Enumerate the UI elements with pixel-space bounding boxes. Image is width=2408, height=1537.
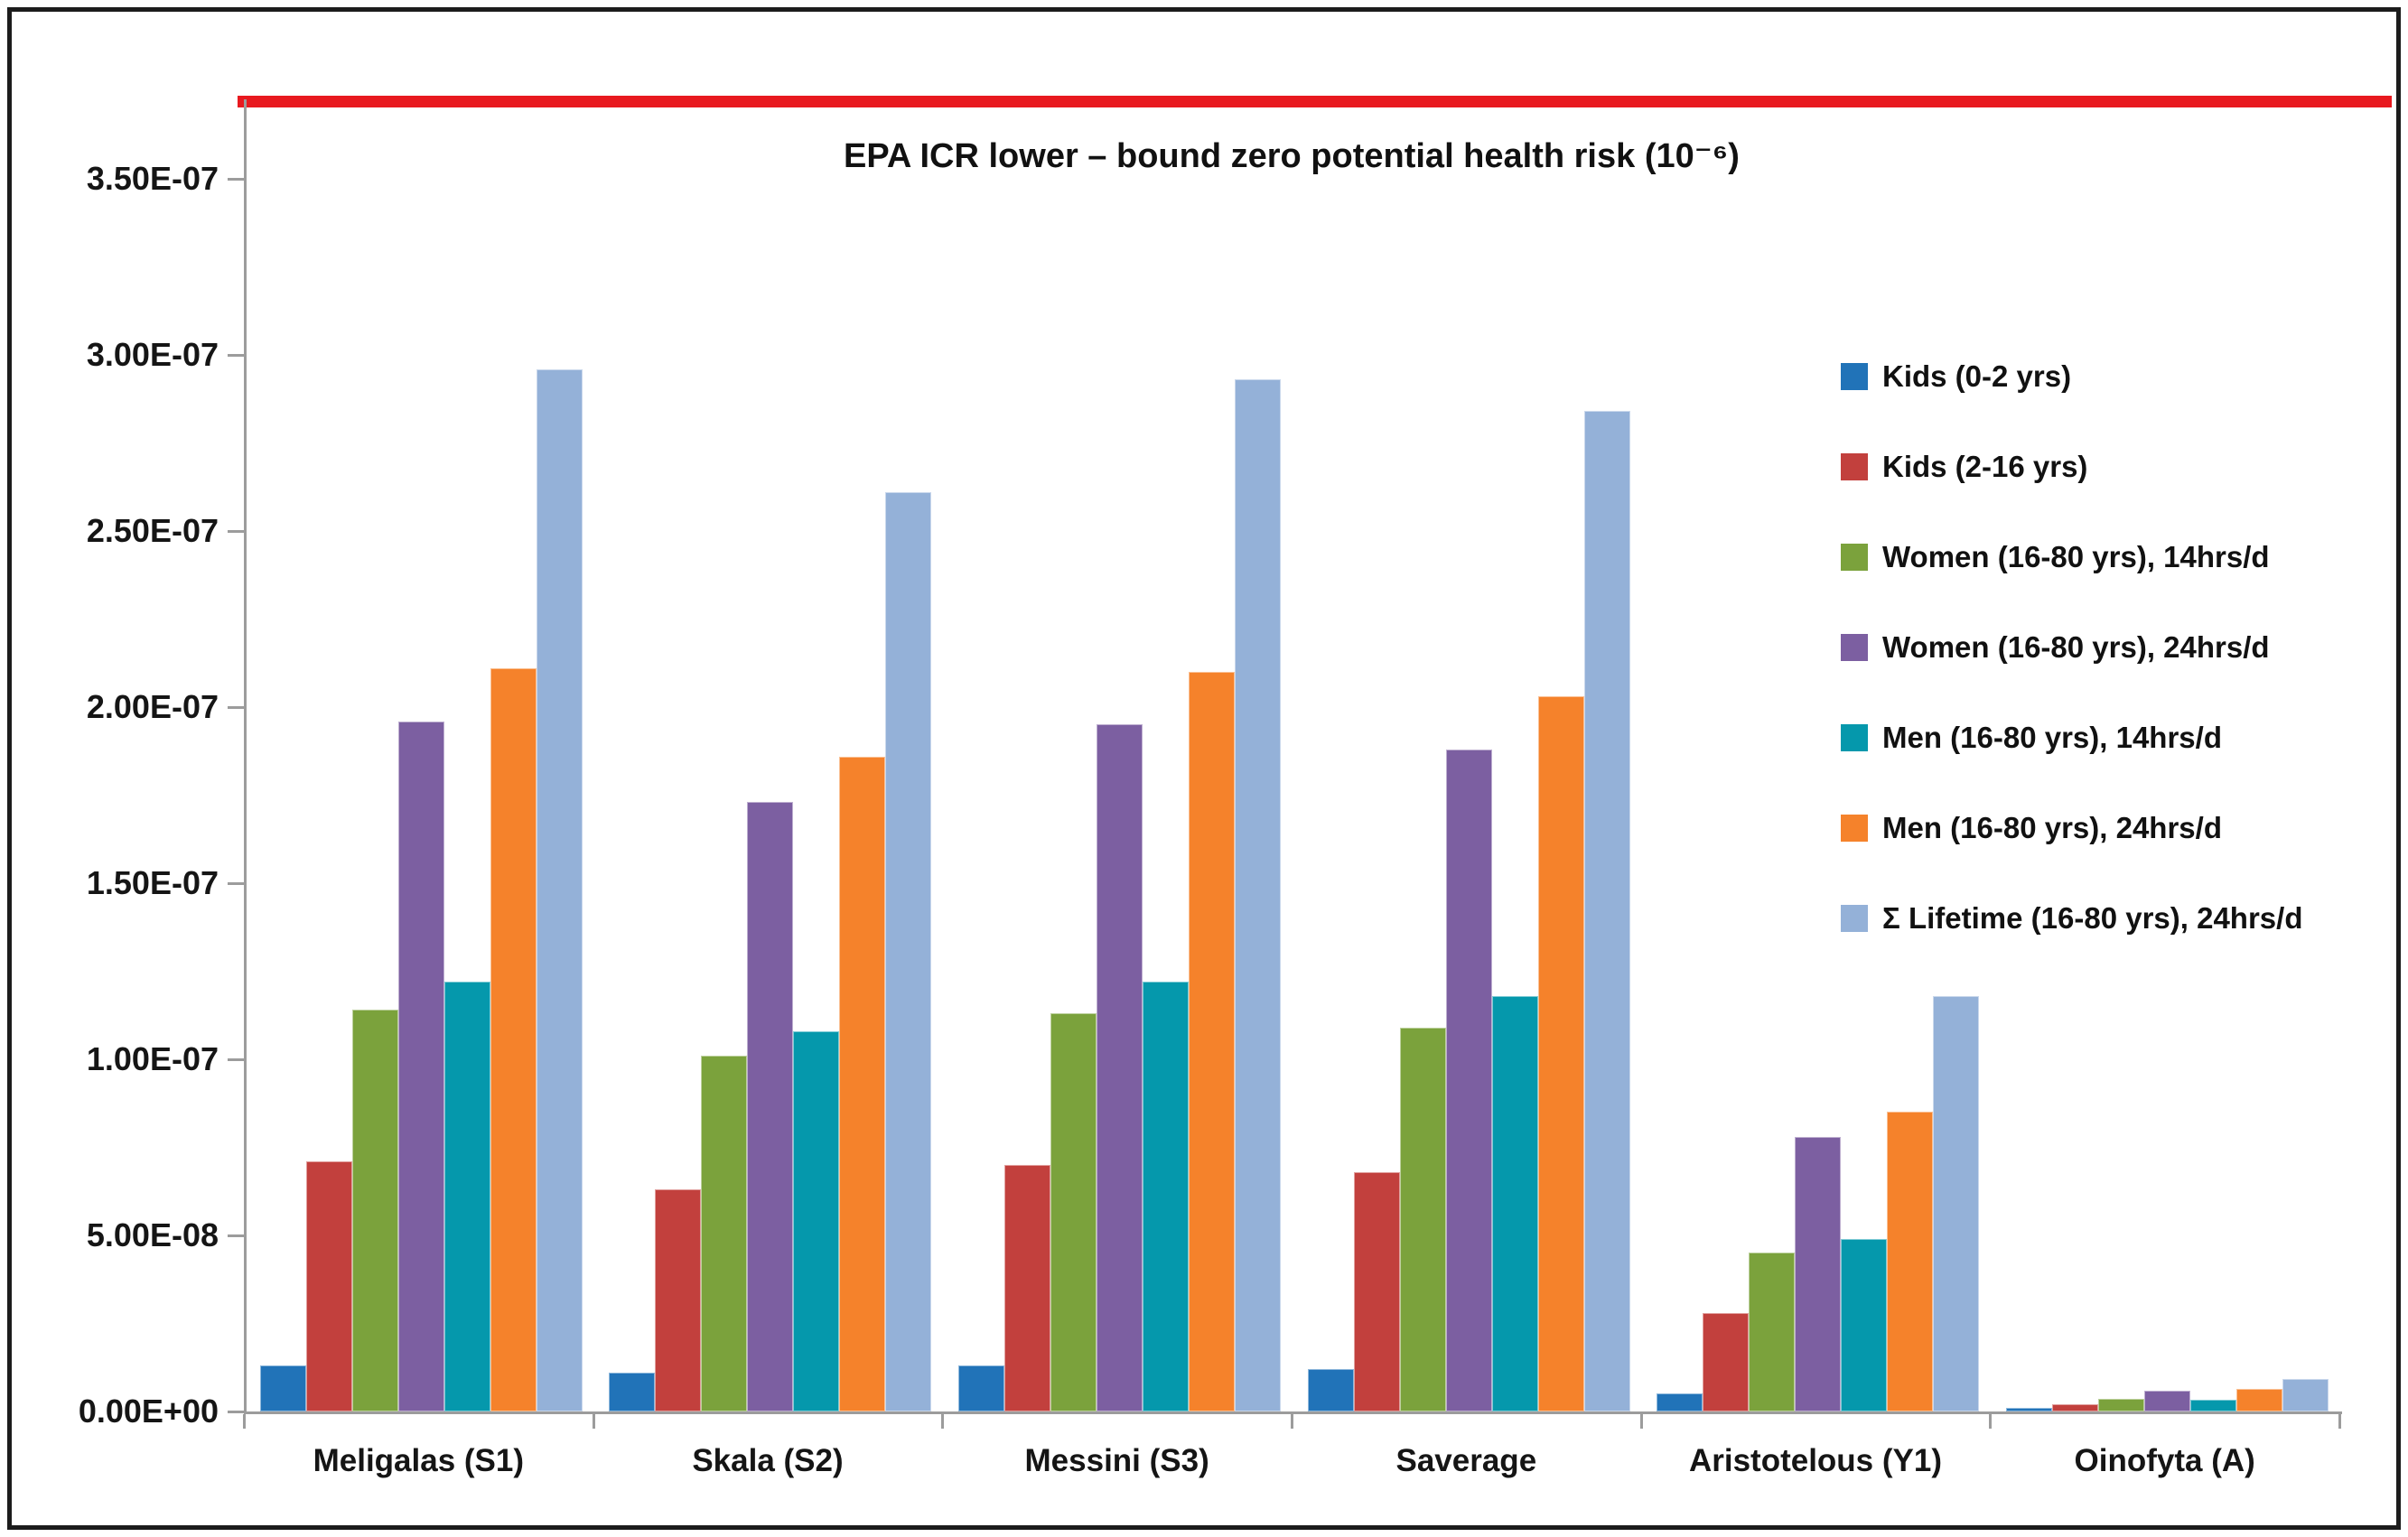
y-axis-tick-label: 2.00E-07 [86,688,219,725]
bar [397,722,444,1411]
x-axis-tick-mark [1291,1414,1293,1429]
x-axis-category-label: Messini (S3) [1024,1443,1209,1478]
legend-swatch-icon [1841,905,1868,932]
x-axis-tick-mark [1989,1414,1993,1429]
legend-item: Men (16-80 yrs), 24hrs/d [1841,811,2302,845]
bar [1491,996,1538,1411]
legend-label: Σ Lifetime (16-80 yrs), 24hrs/d [1882,901,2303,935]
y-axis-tick-label: 3.50E-07 [86,160,219,197]
bar [839,757,886,1411]
bar [2235,1389,2282,1411]
x-axis-category-label: Skala (S2) [692,1443,844,1478]
y-axis-tick-mark [228,354,244,357]
y-axis-tick-label: 3.00E-07 [86,336,219,373]
bar [1537,696,1584,1411]
bar [1933,996,1980,1411]
legend-label: Women (16-80 yrs), 14hrs/d [1882,540,2270,573]
bar [1188,672,1235,1411]
x-axis-tick-mark [592,1414,595,1429]
y-axis-tick-label: 1.00E-07 [86,1040,219,1077]
legend-label: Kids (2-16 yrs) [1882,450,2088,483]
y-axis-tick-mark [228,1058,244,1061]
legend-label: Men (16-80 yrs), 24hrs/d [1882,811,2222,844]
legend-item: Women (16-80 yrs), 14hrs/d [1841,540,2302,574]
x-axis-category-label: Oinofyta (A) [2074,1443,2255,1478]
x-axis-tick-mark [243,1414,246,1429]
bar [2097,1399,2144,1411]
legend-swatch-icon [1841,724,1868,751]
bar [2189,1400,2236,1411]
legend-label: Men (16-80 yrs), 14hrs/d [1882,721,2222,754]
bar [490,668,537,1411]
legend-item: Women (16-80 yrs), 24hrs/d [1841,630,2302,665]
bar [609,1373,656,1411]
bar [1003,1165,1050,1411]
bar [1142,982,1189,1411]
legend-label: Women (16-80 yrs), 24hrs/d [1882,630,2270,664]
bar [701,1056,748,1411]
x-axis-tick-mark [2338,1414,2341,1429]
x-axis-tick-mark [1639,1414,1643,1429]
reference-line [238,96,2392,107]
bar [1795,1137,1842,1411]
bar [747,802,794,1411]
bar [1657,1393,1703,1411]
bar [536,369,583,1411]
legend-swatch-icon [1841,815,1868,842]
bar [1841,1239,1888,1411]
bar [1445,750,1492,1411]
x-axis-category-label: Meligalas (S1) [313,1443,525,1478]
y-axis-tick-label: 0.00E+00 [78,1393,219,1430]
y-axis-tick-label: 1.50E-07 [86,864,219,901]
x-axis-category-label: Aristotelous (Y1) [1688,1443,1942,1478]
legend-label: Kids (0-2 yrs) [1882,359,2072,393]
bar [1703,1313,1750,1411]
bar [1353,1172,1400,1411]
bar [793,1031,840,1411]
bar [1234,379,1281,1411]
y-axis-tick-mark [228,882,244,885]
bar [885,492,932,1411]
bar [2143,1391,2190,1411]
legend-item: Men (16-80 yrs), 14hrs/d [1841,721,2302,755]
y-axis-tick-mark [228,706,244,709]
bar [1050,1013,1097,1411]
bar [1307,1369,1354,1411]
bar [1749,1253,1796,1411]
y-axis-tick-mark [228,1234,244,1237]
bar [1399,1028,1446,1411]
bar [1096,724,1143,1411]
legend-item: Σ Lifetime (16-80 yrs), 24hrs/d [1841,901,2302,936]
chart-title: EPA ICR lower – bound zero potential hea… [844,137,1740,175]
y-axis-tick-mark [228,530,244,533]
legend-swatch-icon [1841,363,1868,390]
legend-item: Kids (2-16 yrs) [1841,450,2302,484]
bar [443,982,490,1411]
bar [655,1189,702,1411]
bar [957,1365,1004,1411]
legend: Kids (0-2 yrs) Kids (2-16 yrs) Women (16-8… [1841,359,2302,936]
plot-area [244,99,2342,1414]
x-axis-tick-mark [941,1414,945,1429]
legend-swatch-icon [1841,634,1868,661]
bar [259,1365,306,1411]
legend-item: Kids (0-2 yrs) [1841,359,2302,394]
bar [2005,1408,2052,1411]
legend-swatch-icon [1841,544,1868,571]
y-axis-tick-mark [228,1411,244,1413]
y-axis-tick-label: 5.00E-08 [86,1216,219,1253]
bar [351,1010,398,1411]
y-axis-tick-mark [228,178,244,181]
bar [1583,411,1630,1411]
legend-swatch-icon [1841,453,1868,480]
bar [1887,1112,1934,1411]
bar [2051,1404,2098,1411]
bar [2282,1379,2329,1411]
x-axis-category-label: Saverage [1395,1443,1537,1478]
bar [305,1161,352,1411]
y-axis-tick-label: 2.50E-07 [86,512,219,549]
